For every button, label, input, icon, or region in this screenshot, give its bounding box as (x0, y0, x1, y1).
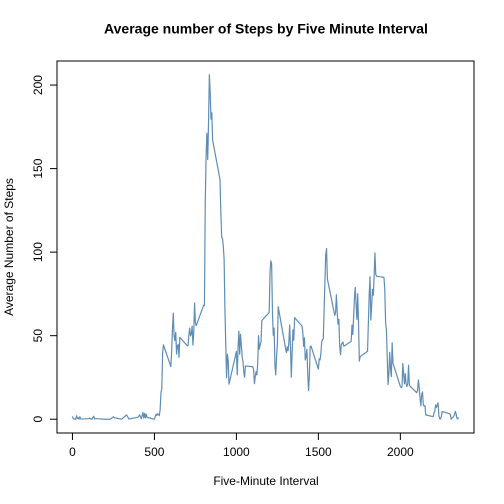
y-tick-label: 200 (31, 75, 45, 95)
x-tick-label: 1000 (223, 445, 250, 459)
y-tick-label: 150 (31, 158, 45, 178)
y-axis-label: Average Number of Steps (2, 178, 16, 316)
x-tick-label: 2000 (387, 445, 414, 459)
y-tick-label: 0 (31, 416, 45, 423)
chart-title: Average number of Steps by Five Minute I… (104, 21, 428, 37)
x-tick-label: 0 (69, 445, 76, 459)
x-tick-label: 1500 (305, 445, 332, 459)
data-line (71, 74, 460, 420)
y-tick-label: 100 (31, 242, 45, 262)
x-axis-label: Five-Minute Interval (213, 474, 318, 488)
x-tick-label: 500 (144, 445, 164, 459)
y-tick-label: 50 (31, 329, 45, 343)
plot-frame (56, 60, 475, 434)
